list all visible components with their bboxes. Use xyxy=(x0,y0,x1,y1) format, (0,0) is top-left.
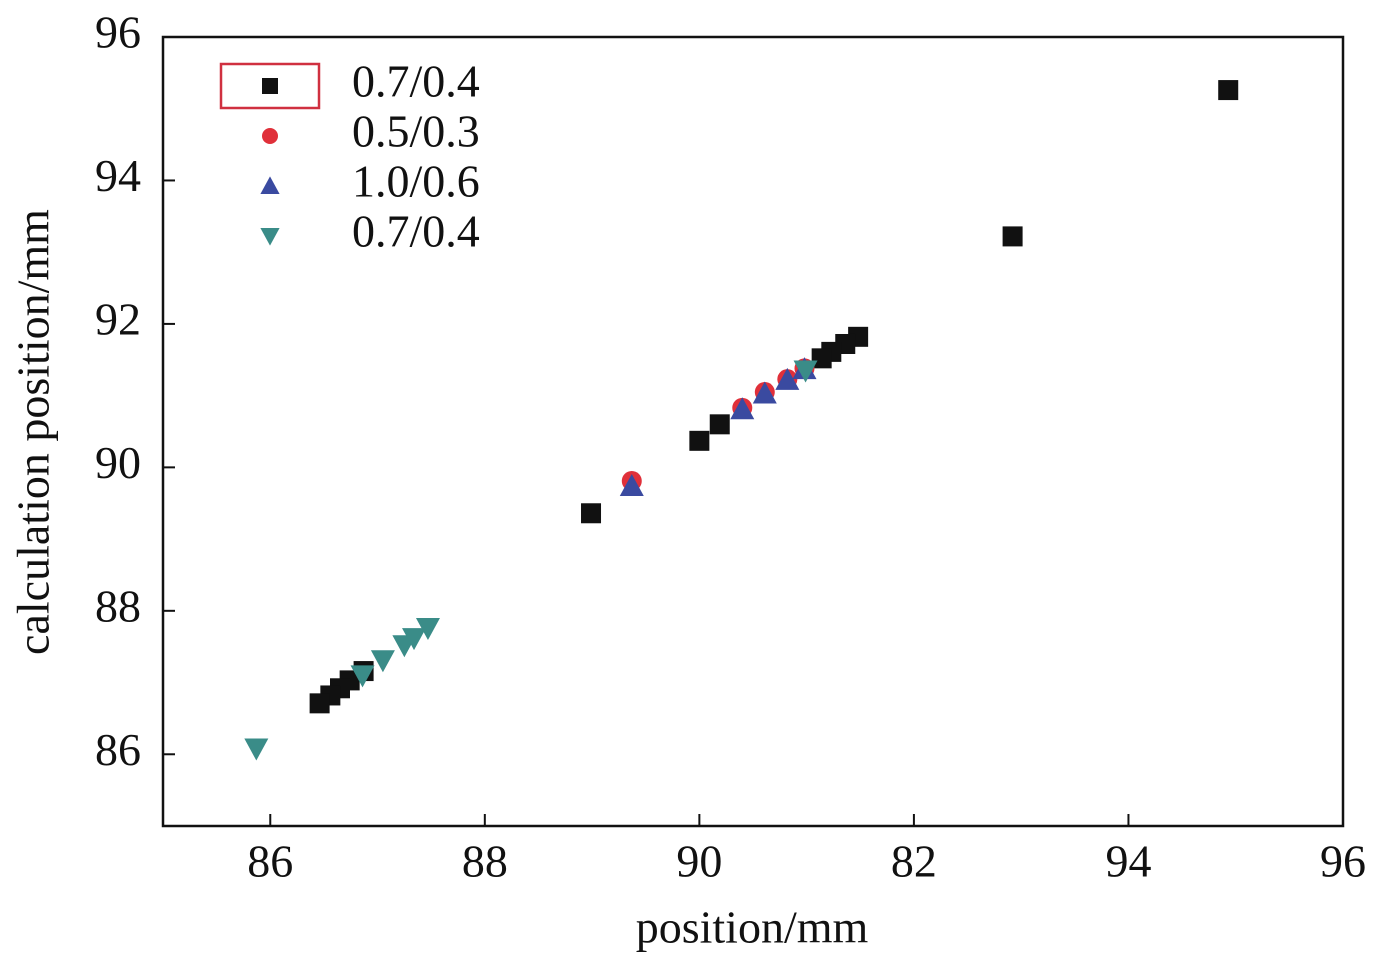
y-tick-label: 88 xyxy=(95,580,141,631)
y-tick-label: 96 xyxy=(95,7,141,58)
x-tick-label: 90 xyxy=(676,836,722,887)
point xyxy=(1218,80,1239,101)
point xyxy=(415,618,440,641)
point xyxy=(262,128,278,144)
y-tick-label: 94 xyxy=(95,150,141,201)
x-tick-label: 96 xyxy=(1320,836,1366,887)
y-tick-label: 86 xyxy=(95,724,141,775)
y-tick-label: 90 xyxy=(95,437,141,488)
x-axis-label: position/mm xyxy=(636,902,869,953)
y-axis-label: calculation position/mm xyxy=(8,209,59,655)
legend-label: 0.7/0.4 xyxy=(352,56,480,107)
point xyxy=(752,381,777,404)
legend-label: 0.5/0.3 xyxy=(352,106,480,157)
point xyxy=(350,665,375,688)
point xyxy=(581,503,602,524)
point xyxy=(811,348,832,369)
legend-highlight xyxy=(219,62,321,110)
point xyxy=(619,474,644,497)
point xyxy=(260,228,280,246)
point xyxy=(262,78,278,94)
point xyxy=(244,738,269,761)
point xyxy=(260,176,280,194)
point xyxy=(689,430,710,451)
point xyxy=(793,360,818,383)
plot-frame xyxy=(161,35,1345,828)
x-tick-label: 82 xyxy=(891,836,937,887)
point xyxy=(775,367,800,390)
legend-label: 1.0/0.6 xyxy=(352,156,480,207)
y-tick-label: 92 xyxy=(95,293,141,344)
point xyxy=(309,693,330,714)
point xyxy=(1002,226,1023,247)
x-tick-label: 94 xyxy=(1105,836,1151,887)
point xyxy=(730,397,755,420)
point xyxy=(709,414,730,435)
x-tick-label: 88 xyxy=(462,836,508,887)
point xyxy=(402,628,427,651)
x-tick-label: 86 xyxy=(247,836,293,887)
point xyxy=(370,650,395,673)
legend-label: 0.7/0.4 xyxy=(352,206,480,257)
